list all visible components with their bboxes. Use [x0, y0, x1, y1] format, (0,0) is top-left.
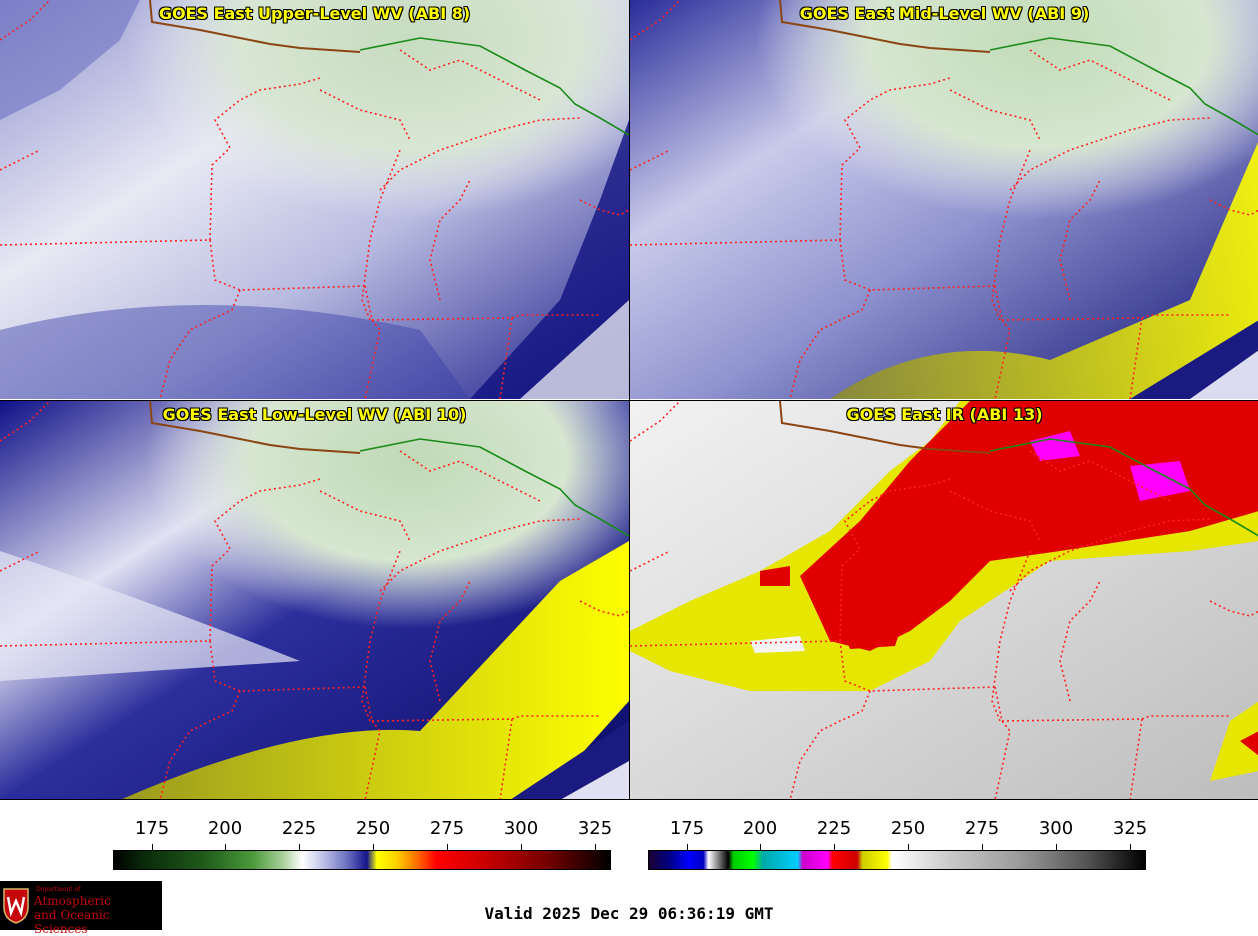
tick-label: 250	[890, 818, 926, 839]
tick-mark	[982, 844, 983, 850]
tick-label: 325	[1112, 818, 1148, 839]
tick-label: 225	[816, 818, 852, 839]
tick-label: 325	[577, 818, 613, 839]
tick-label: 175	[134, 818, 170, 839]
wv-colorbar: 175 200 225 250 275 300 325	[105, 812, 620, 877]
tick-label: 300	[1038, 818, 1074, 839]
ir-colorbar: 175 200 225 250 275 300 325	[640, 812, 1155, 877]
panel-upper-level-wv: GOES East Upper-Level WV (ABI 8)	[0, 0, 629, 399]
horizontal-divider	[0, 400, 1258, 401]
tick-label: 250	[355, 818, 391, 839]
ir-color-strip	[648, 850, 1146, 870]
tick-mark	[152, 844, 153, 850]
panel-title: GOES East Low-Level WV (ABI 10)	[162, 405, 467, 424]
bottom-divider	[0, 799, 1258, 800]
tick-mark	[908, 844, 909, 850]
panel-low-level-wv: GOES East Low-Level WV (ABI 10)	[0, 401, 629, 800]
tick-mark	[447, 844, 448, 850]
tick-mark	[760, 844, 761, 850]
panel-title: GOES East Mid-Level WV (ABI 9)	[799, 4, 1090, 23]
tick-mark	[225, 844, 226, 850]
valid-time: Valid 2025 Dec 29 06:36:19 GMT	[484, 904, 774, 923]
tick-mark	[1130, 844, 1131, 850]
logo-line-1: Atmospheric	[34, 894, 111, 908]
tick-label: 200	[207, 818, 243, 839]
tick-label: 300	[503, 818, 539, 839]
upper-level-wv-image	[0, 0, 629, 399]
low-level-wv-image	[0, 401, 629, 800]
panel-title: GOES East Upper-Level WV (ABI 8)	[158, 4, 471, 23]
tick-mark	[1056, 844, 1057, 850]
tick-label: 275	[429, 818, 465, 839]
wv-color-strip	[113, 850, 611, 870]
tick-label: 200	[742, 818, 778, 839]
tick-mark	[299, 844, 300, 850]
tick-mark	[521, 844, 522, 850]
tick-mark	[834, 844, 835, 850]
tick-label: 275	[964, 818, 1000, 839]
tick-label: 225	[281, 818, 317, 839]
uw-crest-icon	[3, 888, 29, 924]
mid-level-wv-image	[630, 0, 1258, 399]
panel-mid-level-wv: GOES East Mid-Level WV (ABI 9)	[630, 0, 1258, 399]
tick-mark	[687, 844, 688, 850]
logo-department: Department of	[36, 886, 81, 893]
tick-label: 175	[669, 818, 705, 839]
tick-mark	[373, 844, 374, 850]
ir-image	[630, 401, 1258, 800]
tick-mark	[595, 844, 596, 850]
panel-title: GOES East IR (ABI 13)	[846, 405, 1043, 424]
panel-ir: GOES East IR (ABI 13)	[630, 401, 1258, 800]
